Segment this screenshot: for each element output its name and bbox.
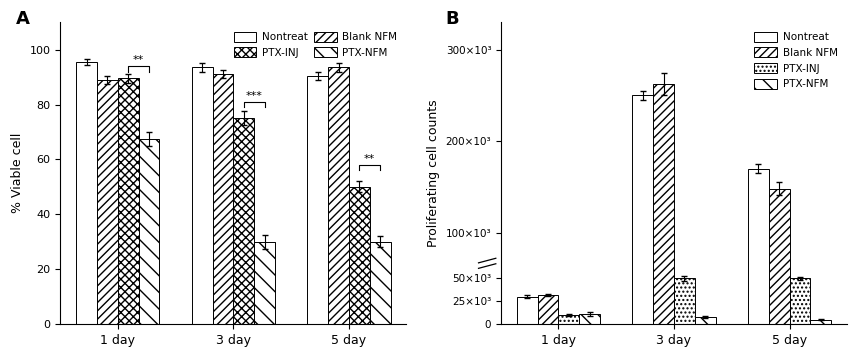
Bar xyxy=(748,169,769,324)
Y-axis label: Proliferating cell counts: Proliferating cell counts xyxy=(427,99,440,247)
Text: A: A xyxy=(15,10,29,28)
Bar xyxy=(579,314,600,324)
Bar xyxy=(138,139,160,324)
Bar xyxy=(213,74,233,324)
Bar xyxy=(76,62,97,324)
Bar xyxy=(559,315,579,324)
Bar xyxy=(307,76,328,324)
Text: **: ** xyxy=(364,154,375,164)
Bar xyxy=(118,78,138,324)
Bar xyxy=(653,84,674,324)
Bar xyxy=(789,279,810,324)
Legend: Nontreat, PTX-INJ, Blank NFM, PTX-NFM: Nontreat, PTX-INJ, Blank NFM, PTX-NFM xyxy=(229,27,401,62)
Bar xyxy=(370,242,390,324)
Bar xyxy=(233,118,254,324)
Text: ***: *** xyxy=(245,91,263,101)
Y-axis label: % Viable cell: % Viable cell xyxy=(11,133,24,213)
Bar xyxy=(674,279,695,324)
Text: B: B xyxy=(445,10,459,28)
Bar xyxy=(349,187,370,324)
Bar xyxy=(769,189,789,324)
Legend: Nontreat, Blank NFM, PTX-INJ, PTX-NFM: Nontreat, Blank NFM, PTX-INJ, PTX-NFM xyxy=(750,27,842,93)
Bar xyxy=(97,80,118,324)
Bar xyxy=(538,295,559,324)
Bar xyxy=(191,67,213,324)
Bar xyxy=(810,320,831,324)
Bar xyxy=(695,317,716,324)
Bar xyxy=(328,67,349,324)
Text: **: ** xyxy=(133,55,144,65)
Bar xyxy=(517,297,538,324)
Bar xyxy=(632,95,653,324)
Bar xyxy=(254,242,275,324)
